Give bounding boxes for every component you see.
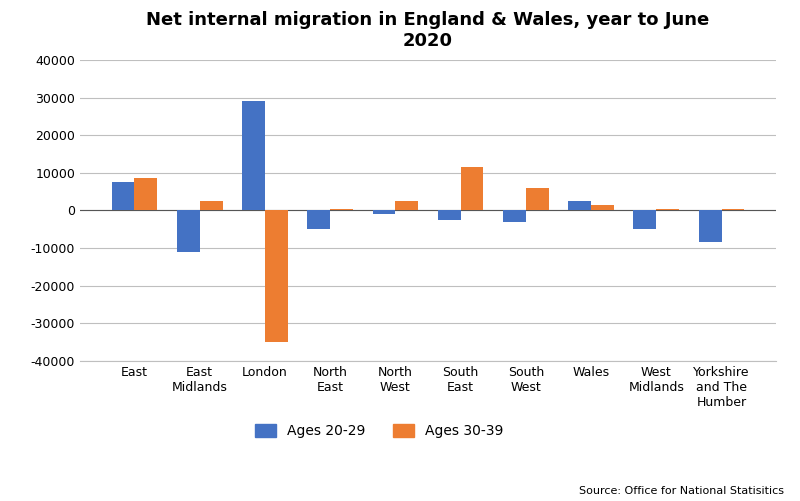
Bar xyxy=(656,208,679,210)
Bar xyxy=(722,208,744,210)
Bar xyxy=(265,210,288,342)
Title: Net internal migration in England & Wales, year to June
2020: Net internal migration in England & Wale… xyxy=(146,12,710,50)
Legend: Ages 20-29, Ages 30-39: Ages 20-29, Ages 30-39 xyxy=(250,419,509,444)
Bar xyxy=(461,167,483,210)
Bar xyxy=(177,210,200,252)
Bar xyxy=(526,188,549,210)
Bar xyxy=(698,210,722,242)
Bar xyxy=(503,210,526,221)
Bar xyxy=(591,205,614,210)
Bar xyxy=(438,210,461,220)
Bar xyxy=(242,101,265,210)
Bar xyxy=(134,178,158,210)
Text: Source: Office for National Statisitics: Source: Office for National Statisitics xyxy=(579,486,784,496)
Bar xyxy=(634,210,656,229)
Bar xyxy=(112,182,134,210)
Bar xyxy=(568,201,591,210)
Bar xyxy=(395,201,418,210)
Bar xyxy=(307,210,330,229)
Bar xyxy=(373,210,395,214)
Bar xyxy=(200,201,222,210)
Bar xyxy=(330,208,353,210)
